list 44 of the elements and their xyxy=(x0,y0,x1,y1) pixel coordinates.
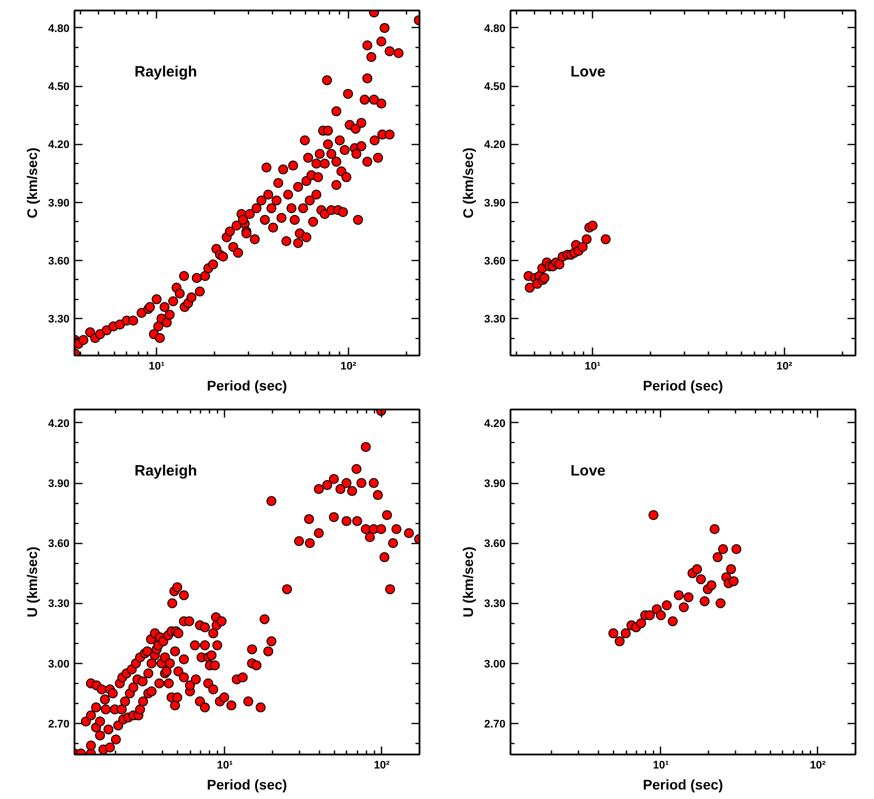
y-axis-title: U (km/sec) xyxy=(24,546,40,618)
y-tick-label: 2.70 xyxy=(484,718,506,730)
x-tick-label: 10² xyxy=(374,760,390,772)
x-tick-label: 10¹ xyxy=(216,760,234,772)
y-tick-label: 3.60 xyxy=(48,538,70,550)
x-axis-title: Period (sec) xyxy=(206,776,288,792)
y-tick-label: 3.90 xyxy=(484,197,506,210)
y-tick-label: 2.70 xyxy=(48,718,70,730)
y-tick-label: 4.20 xyxy=(484,418,506,430)
y-axis-title: C (km/sec) xyxy=(24,148,40,218)
y-tick-label: 3.60 xyxy=(484,538,506,550)
y-tick-label: 3.90 xyxy=(484,478,506,490)
y-tick-label: 4.80 xyxy=(484,22,506,35)
x-tick-label: 10² xyxy=(340,360,357,372)
y-tick-label: 4.50 xyxy=(48,81,70,94)
x-axis-title: Period (sec) xyxy=(642,378,724,394)
y-tick-label: 3.90 xyxy=(48,478,70,490)
x-tick-label: 10² xyxy=(776,360,793,372)
x-tick-label: 10¹ xyxy=(148,360,165,372)
y-tick-label: 4.50 xyxy=(484,81,506,94)
x-tick-label: 10¹ xyxy=(584,360,601,372)
x-axis-title: Period (sec) xyxy=(206,378,288,394)
y-tick-label: 3.00 xyxy=(48,658,70,670)
y-tick-label: 3.00 xyxy=(484,658,506,670)
y-tick-label: 4.20 xyxy=(484,139,506,152)
y-tick-label: 3.30 xyxy=(48,314,70,326)
text: Love xyxy=(570,64,606,80)
text: Rayleigh xyxy=(134,462,198,480)
y-tick-label: 4.80 xyxy=(48,22,70,35)
y-tick-label: 3.60 xyxy=(48,256,70,268)
x-tick-label: 10² xyxy=(810,760,826,772)
y-tick-label: 3.30 xyxy=(484,314,506,326)
y-tick-label: 3.60 xyxy=(484,256,506,268)
y-tick-label: 3.90 xyxy=(48,197,70,210)
x-axis-title: Period (sec) xyxy=(642,776,724,792)
text: Rayleigh xyxy=(134,64,198,80)
x-tick-label: 10¹ xyxy=(652,760,670,772)
y-tick-label: 4.20 xyxy=(48,139,70,152)
text: Love xyxy=(570,462,606,480)
y-tick-label: 3.30 xyxy=(48,598,70,610)
y-axis-title: U (km/sec) xyxy=(460,546,476,618)
y-axis-title: C (km/sec) xyxy=(460,148,476,218)
y-tick-label: 4.20 xyxy=(48,418,70,430)
y-tick-label: 3.30 xyxy=(484,598,506,610)
